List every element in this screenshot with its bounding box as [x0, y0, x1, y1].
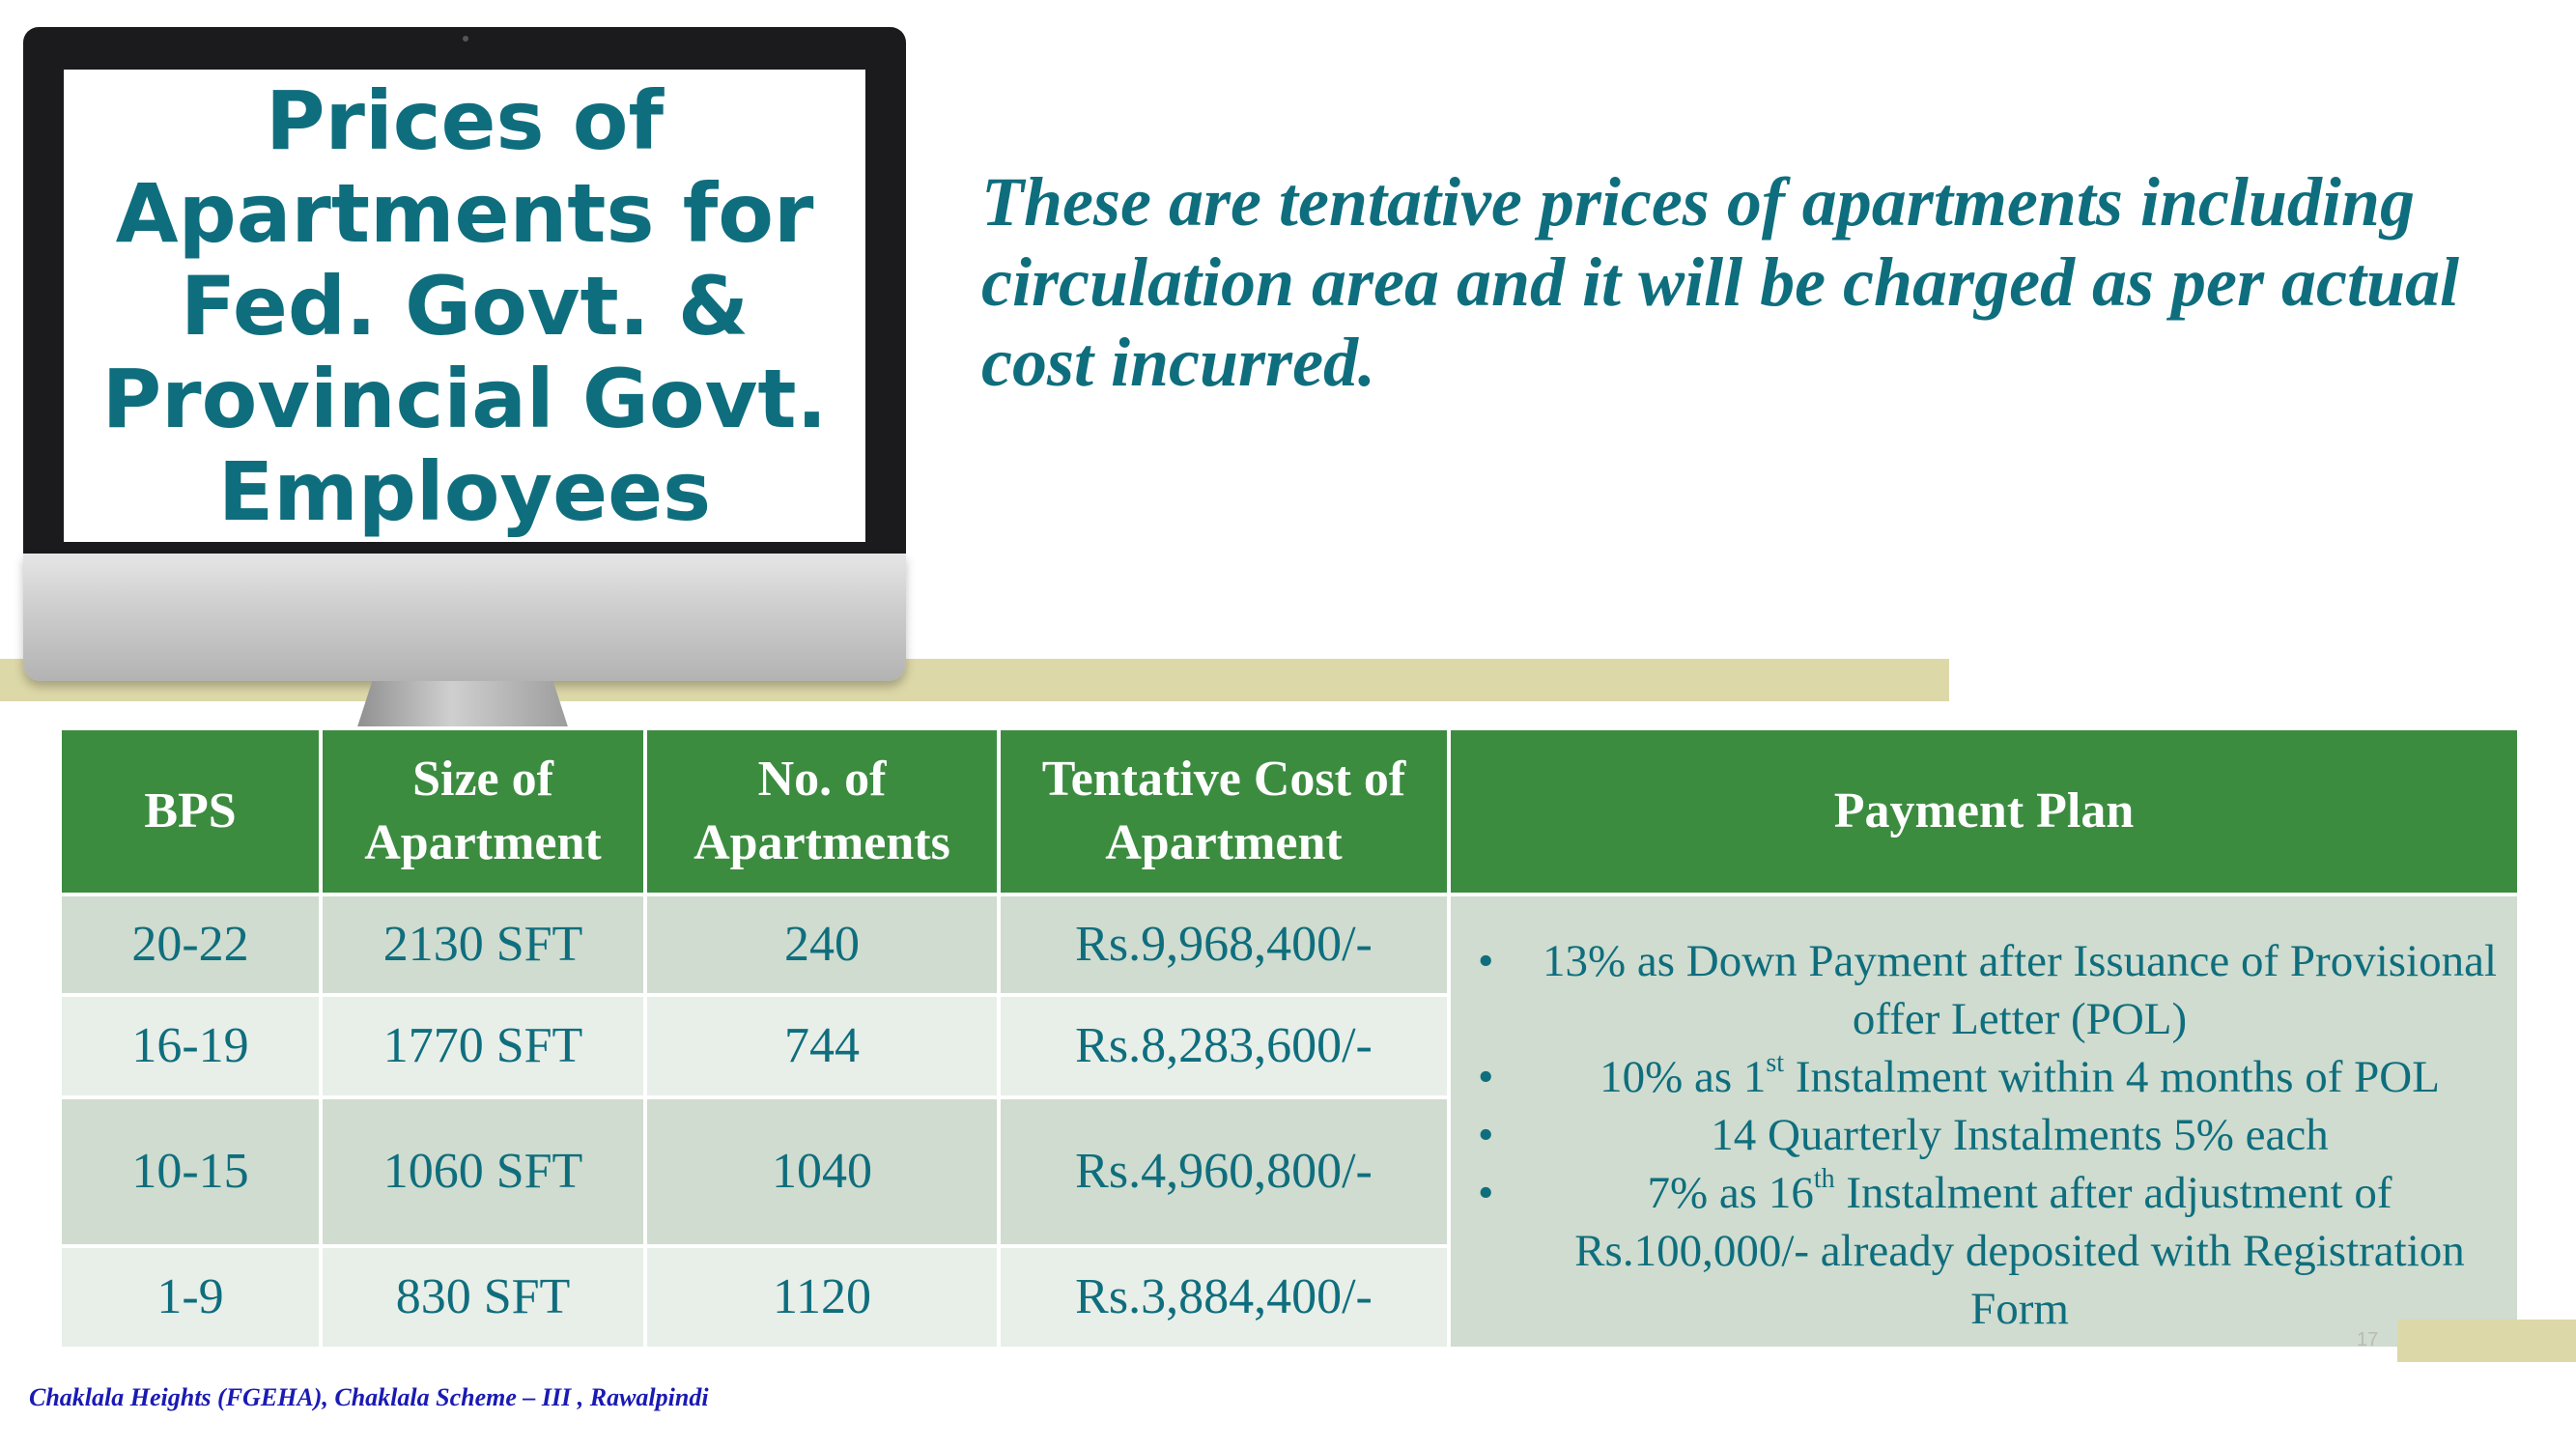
table-row: 20-22 2130 SFT 240 Rs.9,968,400/- 13% as…	[58, 893, 2521, 1350]
cell-cost: Rs.4,960,800/-	[997, 1095, 1451, 1248]
plan-item-text: Instalment after adjustment of Rs.100,00…	[1574, 1168, 2465, 1334]
cell-cost: Rs.3,884,400/-	[997, 1244, 1451, 1350]
list-item: 7% as 16th Instalment after adjustment o…	[1472, 1164, 2498, 1338]
table-row: 1-9 830 SFT 1120 Rs.3,884,400/-	[58, 1244, 2519, 1350]
plan-item-text: 13% as Down Payment after Issuance of Pr…	[1542, 936, 2498, 1044]
list-item: 14 Quarterly Instalments 5% each	[1472, 1106, 2498, 1164]
cell-count: 1120	[643, 1244, 1001, 1350]
plan-item-superscript: th	[1813, 1164, 1835, 1195]
plan-item-text: 14 Quarterly Instalments 5% each	[1711, 1110, 2329, 1160]
footer-caption: Chaklala Heights (FGEHA), Chaklala Schem…	[29, 1383, 709, 1411]
cell-size: 1770 SFT	[319, 993, 647, 1099]
cell-count: 744	[643, 993, 1001, 1099]
monitor-screen: Prices of Apartments for Fed. Govt. & Pr…	[64, 70, 865, 542]
cell-bps: 20-22	[58, 893, 323, 997]
plan-item-text: Instalment within 4 months of POL	[1784, 1052, 2440, 1102]
header-cost: Tentative Cost of Apartment	[997, 726, 1451, 896]
cell-size: 830 SFT	[319, 1244, 647, 1350]
cell-count: 240	[643, 893, 1001, 997]
header-size: Size of Apartment	[319, 726, 647, 896]
cell-bps: 16-19	[58, 993, 323, 1099]
page-number: 17	[2357, 1329, 2379, 1350]
cell-size: 1060 SFT	[319, 1095, 647, 1248]
cell-count: 1040	[643, 1095, 1001, 1248]
cell-cost: Rs.9,968,400/-	[997, 893, 1451, 997]
slide-title: Prices of Apartments for Fed. Govt. & Pr…	[101, 72, 828, 539]
plan-item-text: 10% as 1	[1599, 1052, 1767, 1102]
camera-icon	[463, 36, 468, 42]
payment-plan-cell: 13% as Down Payment after Issuance of Pr…	[1447, 893, 2521, 1350]
table-row: 16-19 1770 SFT 744 Rs.8,283,600/-	[58, 993, 2519, 1099]
cell-bps: 1-9	[58, 1244, 323, 1350]
decorative-bar-corner	[2397, 1320, 2576, 1362]
header-count: No. of Apartments	[643, 726, 1001, 896]
plan-item-superscript: st	[1766, 1048, 1785, 1079]
cell-cost: Rs.8,283,600/-	[997, 993, 1451, 1099]
cell-bps: 10-15	[58, 1095, 323, 1248]
header-plan: Payment Plan	[1447, 726, 2521, 896]
price-table: BPS Size of Apartment No. of Apartments …	[58, 726, 2521, 1350]
payment-plan-list: 13% as Down Payment after Issuance of Pr…	[1451, 905, 2517, 1338]
intro-text: These are tentative prices of apartments…	[981, 163, 2460, 401]
table-row: 10-15 1060 SFT 1040 Rs.4,960,800/-	[58, 1095, 2519, 1248]
list-item: 10% as 1st Instalment within 4 months of…	[1472, 1048, 2498, 1106]
list-item: 13% as Down Payment after Issuance of Pr…	[1472, 932, 2498, 1048]
table-header-row: BPS Size of Apartment No. of Apartments …	[58, 726, 2521, 896]
header-bps: BPS	[58, 726, 323, 896]
monitor-bezel: Prices of Apartments for Fed. Govt. & Pr…	[23, 27, 906, 554]
plan-item-text: 7% as 16	[1647, 1168, 1814, 1218]
monitor-chin	[23, 554, 906, 681]
cell-size: 2130 SFT	[319, 893, 647, 997]
